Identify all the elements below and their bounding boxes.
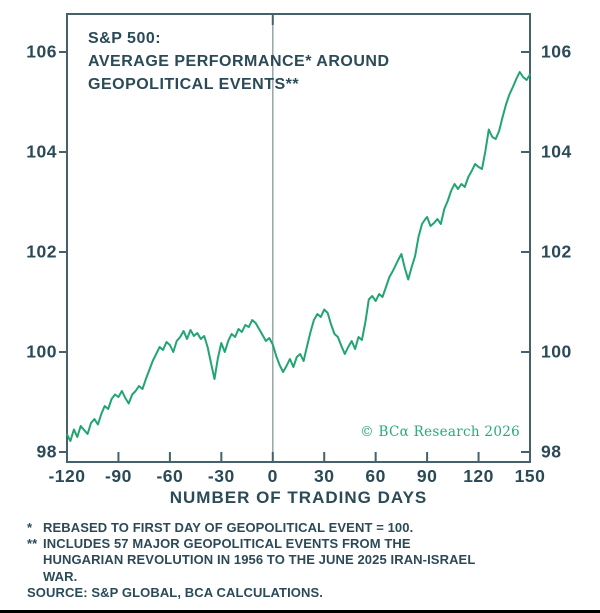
y-tick-label-right: 104 — [541, 141, 572, 162]
chart-title: S&P 500: AVERAGE PERFORMANCE* AROUND GEO… — [88, 27, 390, 96]
bca-research-watermark: © BCα Research 2026 — [360, 424, 520, 440]
y-tick-label-left: 106 — [26, 41, 57, 62]
x-tick-label: 90 — [416, 466, 438, 486]
footnote-line: REBASED TO FIRST DAY OF GEOPOLITICAL EVE… — [43, 520, 414, 535]
y-tick-label-right: 100 — [541, 341, 572, 362]
y-tick-label-left: 104 — [26, 141, 57, 162]
x-tick-label: 60 — [365, 466, 386, 486]
x-tick-label: -90 — [105, 466, 132, 486]
y-tick-label-right: 102 — [541, 241, 572, 262]
x-tick-label: -30 — [207, 466, 235, 486]
footnote-events: ** INCLUDES 57 MAJOR GEOPOLITICAL EVENTS… — [27, 536, 477, 585]
footnote-marker: ** — [27, 536, 38, 552]
x-tick-label: -120 — [48, 466, 86, 486]
x-tick-label: 0 — [267, 466, 278, 486]
x-tick-label: -60 — [156, 466, 184, 486]
x-axis-title: NUMBER OF TRADING DAYS — [169, 488, 428, 507]
x-tick-label: 150 — [514, 466, 546, 486]
chart-title-line-2: AVERAGE PERFORMANCE* AROUND — [88, 53, 390, 70]
footnotes: * REBASED TO FIRST DAY OF GEOPOLITICAL E… — [27, 520, 477, 601]
y-tick-label-left: 98 — [36, 441, 57, 462]
sp500-average-line — [66, 71, 531, 442]
footnote-line: SOURCE: S&P GLOBAL, BCA CALCULATIONS. — [27, 584, 323, 600]
chart-title-line-1: S&P 500: — [88, 30, 162, 47]
footnote-line: INCLUDES 57 MAJOR GEOPOLITICAL EVENTS FR… — [43, 536, 411, 552]
footnote-marker: * — [27, 520, 33, 535]
footnote-source: SOURCE: S&P GLOBAL, BCA CALCULATIONS. — [27, 585, 477, 601]
footnote-line: HUNGARIAN REVOLUTION IN 1956 TO THE JUNE… — [43, 552, 476, 568]
y-tick-label-left: 100 — [26, 341, 57, 362]
y-tick-label-right: 98 — [541, 441, 562, 462]
plot-frame — [66, 13, 531, 463]
x-tick-label: 120 — [463, 466, 494, 486]
footnote-rebased: * REBASED TO FIRST DAY OF GEOPOLITICAL E… — [27, 520, 477, 536]
chart-title-line-3: GEOPOLITICAL EVENTS** — [88, 76, 300, 93]
x-tick-label: 30 — [313, 466, 335, 486]
y-tick-label-right: 106 — [541, 41, 572, 62]
footnote-line: WAR. — [43, 568, 78, 584]
y-tick-label-left: 102 — [26, 241, 57, 262]
